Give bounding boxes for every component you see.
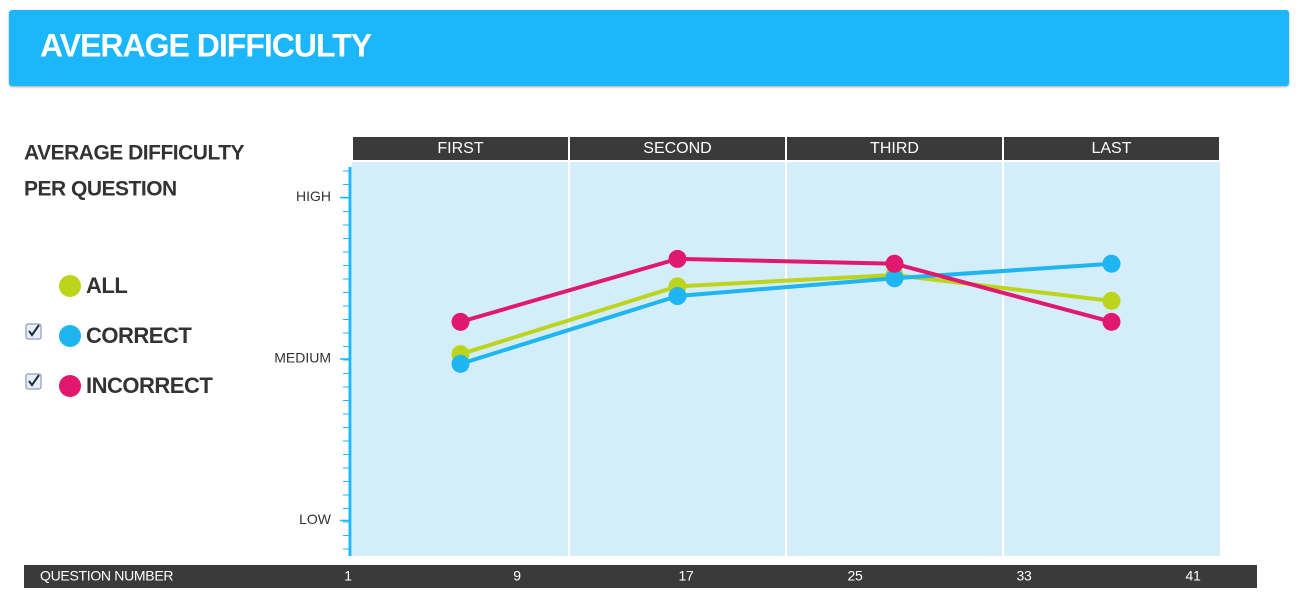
series-line: [459, 261, 1112, 366]
header-title: AVERAGE DIFFICULTY: [40, 27, 372, 63]
legend-label: INCORRECT: [86, 373, 213, 398]
section-label: SECOND: [643, 140, 711, 157]
section-label: LAST: [1091, 140, 1131, 157]
question-tick-label: 1: [344, 568, 352, 584]
section-label: THIRD: [870, 140, 919, 157]
legend-checkmark: [28, 374, 40, 387]
y-tick-label: HIGH: [296, 188, 331, 204]
legend-swatch[interactable]: [59, 275, 81, 297]
legend-swatch[interactable]: [59, 375, 81, 397]
section-header: [570, 137, 785, 160]
question-tick-label: 17: [679, 568, 694, 584]
question-axis-label: QUESTION NUMBER: [40, 568, 173, 584]
data-point: [451, 354, 470, 373]
data-point: [1102, 312, 1121, 331]
y-tick-label: MEDIUM: [274, 350, 331, 366]
chart-title: PER QUESTION: [24, 178, 177, 201]
question-tick-label: 41: [1186, 568, 1201, 584]
series-line: [459, 273, 1112, 357]
data-point: [1102, 291, 1121, 310]
data-point: [885, 254, 904, 273]
y-tick-label: LOW: [299, 511, 332, 527]
legend-swatch[interactable]: [59, 325, 81, 347]
legend-label: CORRECT: [86, 323, 192, 348]
section-header: [787, 137, 1002, 160]
header-bar: [9, 10, 1289, 86]
section-header: [353, 137, 568, 160]
question-tick-label: 25: [848, 568, 863, 584]
question-tick-label: 9: [513, 568, 521, 584]
section-header: [1004, 137, 1219, 160]
section-label: FIRST: [437, 140, 483, 157]
question-axis-bar: [24, 565, 1257, 588]
legend-checkmark: [28, 324, 40, 337]
data-point: [451, 312, 470, 331]
data-point: [1102, 254, 1121, 273]
data-point: [668, 249, 687, 268]
data-point: [885, 269, 904, 288]
data-point: [668, 287, 687, 306]
legend-label: ALL: [86, 273, 127, 298]
chart-title: AVERAGE DIFFICULTY: [24, 142, 245, 165]
series-line: [459, 256, 1113, 324]
question-tick-label: 33: [1017, 568, 1032, 584]
